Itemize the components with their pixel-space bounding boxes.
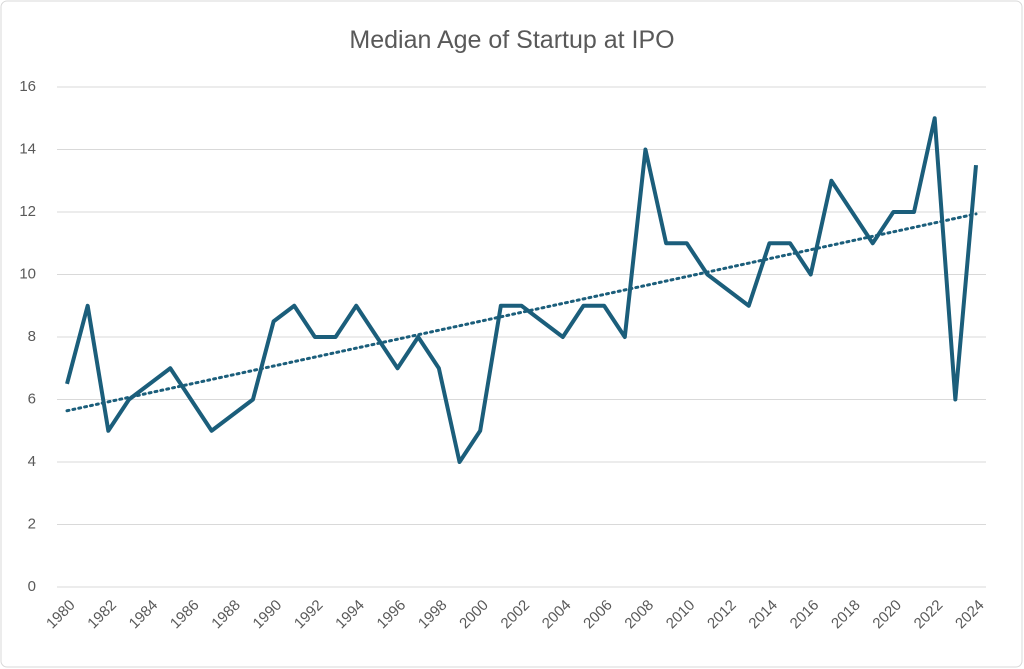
y-tick-label: 16 <box>19 78 36 95</box>
y-tick-label: 2 <box>28 515 36 532</box>
chart-title: Median Age of Startup at IPO <box>349 26 674 54</box>
y-tick-label: 4 <box>28 453 36 470</box>
y-tick-label: 8 <box>28 328 36 345</box>
y-tick-label: 14 <box>19 140 36 157</box>
data-line <box>65 116 978 464</box>
y-tick-label: 6 <box>28 390 36 407</box>
y-tick-label: 10 <box>19 265 36 282</box>
y-tick-label: 0 <box>28 578 36 595</box>
trendline <box>65 212 978 413</box>
y-tick-label: 12 <box>19 203 36 220</box>
